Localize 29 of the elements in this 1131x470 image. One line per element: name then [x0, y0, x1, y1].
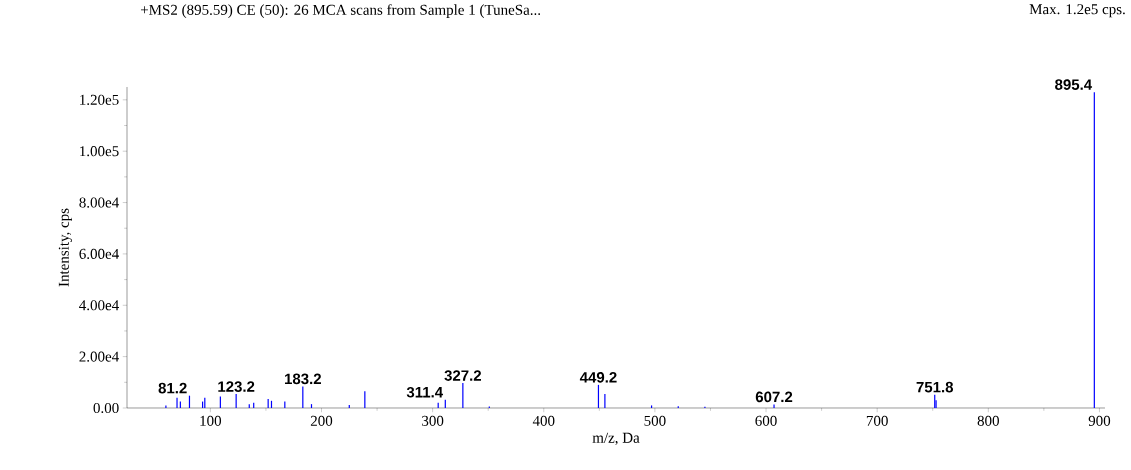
annotation: 183.2: [285, 373, 321, 385]
chart-subtitle: Max. 1.2e5 cps.: [1029, 4, 1125, 18]
annotation: 81.2: [158, 382, 187, 394]
x-tick-label: 600: [755, 415, 777, 426]
y-tick-label: 1.00e5: [80, 146, 119, 157]
annotation: 311.4: [406, 386, 444, 398]
annotation: 895.4: [1055, 79, 1093, 90]
y-tick-label: 8.00e4: [79, 197, 119, 208]
annotation: 607.2: [755, 391, 793, 403]
x-tick-label: 400: [532, 415, 555, 426]
x-tick-label: 800: [977, 415, 999, 426]
annotation: 327.2: [444, 370, 482, 381]
x-tick-label: 700: [866, 415, 888, 426]
y-axis-title: Intensity, cps: [58, 208, 72, 287]
x-tick-label: 500: [644, 415, 666, 426]
annotation: 449.2: [579, 372, 617, 383]
y-tick-label: 0.00: [93, 402, 119, 414]
x-tick-label: 100: [200, 415, 222, 426]
x-tick-label: 200: [310, 415, 333, 426]
y-tick-label: 4.00e4: [79, 300, 119, 311]
chart-title: +MS2 (895.59) CE (50): 26 MCA scans from Sample 1 (TuneSa...: [140, 4, 541, 18]
y-tick-label: 1.20e5: [80, 94, 119, 105]
y-tick-label: 2.00e4: [79, 351, 119, 362]
annotation: 751.8: [916, 381, 954, 393]
y-tick-label: 6.00e4: [79, 248, 119, 260]
annotation: 123.2: [218, 381, 255, 392]
x-tick-label: 300: [422, 415, 444, 426]
x-axis-title: m/z, Da: [592, 432, 640, 445]
x-tick-label: 900: [1088, 415, 1111, 426]
